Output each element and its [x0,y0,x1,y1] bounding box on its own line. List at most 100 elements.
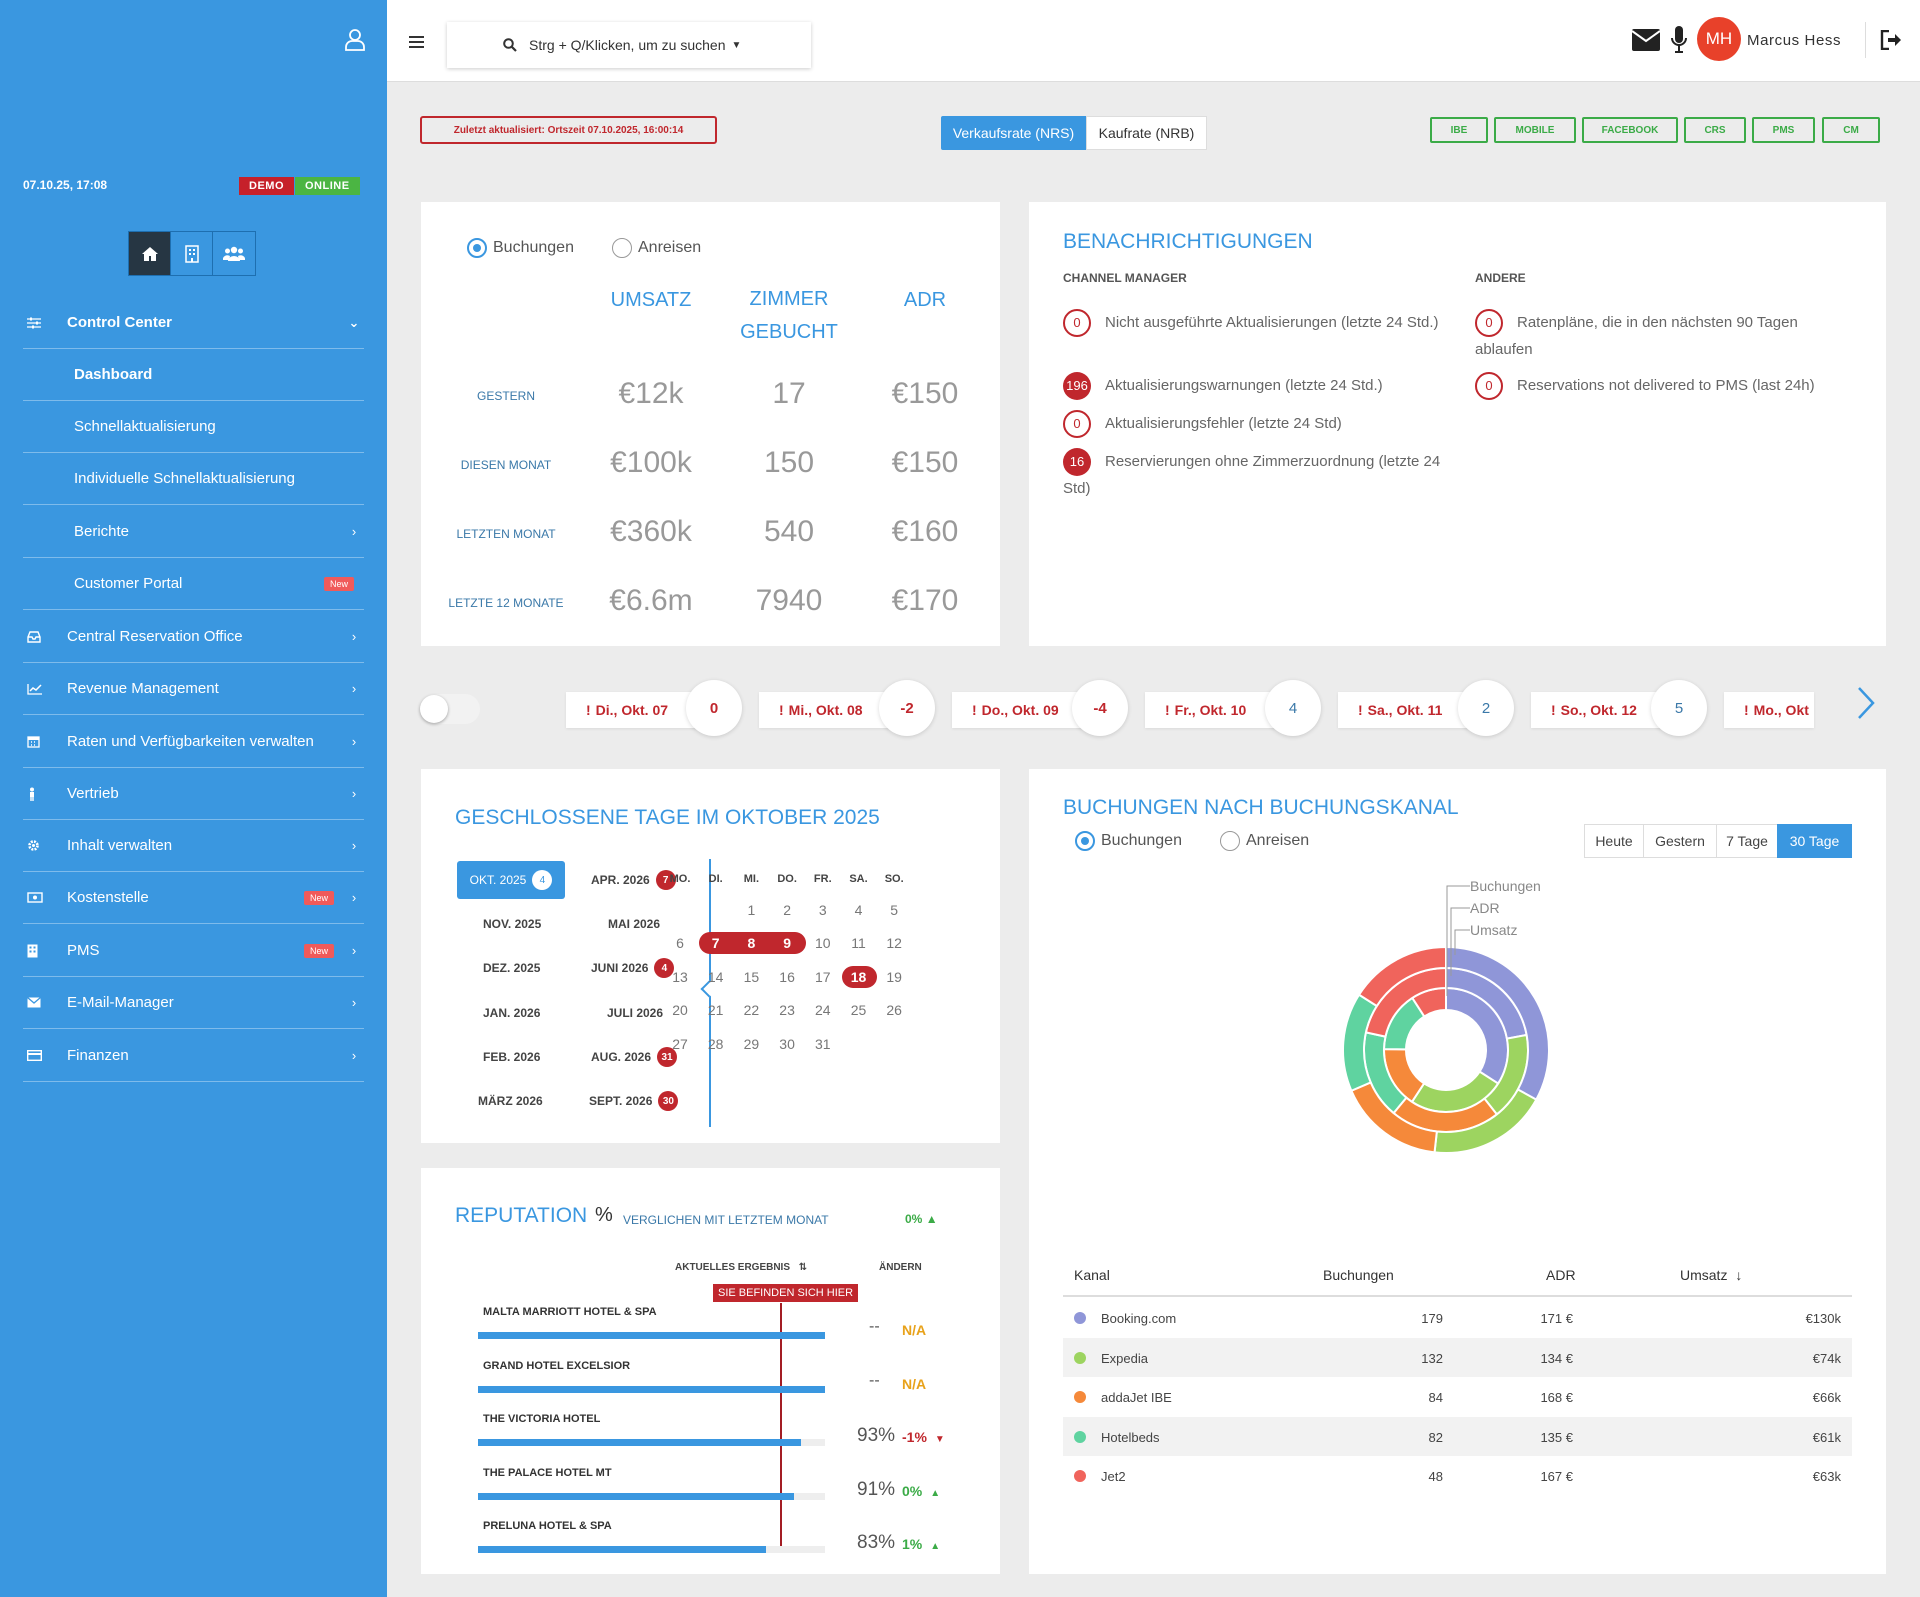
notification-item[interactable]: 0 Reservations not delivered to PMS (last… [1475,372,1875,400]
period-7-tage[interactable]: 7 Tage [1716,824,1778,858]
col-aktuelles-ergebnis[interactable]: AKTUELLES ERGEBNIS ⇅ [675,1262,807,1273]
calendar-day[interactable]: 12 [886,935,902,952]
tab-kaufrate[interactable]: Kaufrate (NRB) [1086,116,1207,150]
month-item-active[interactable]: OKT. 2025 4 [457,861,565,899]
calendar-day[interactable]: 13 [672,968,688,985]
calendar-day[interactable]: 8 [747,935,756,952]
nav-individuelle-schnellaktualisierung[interactable]: Individuelle Schnellaktualisierung [23,453,364,505]
notification-item[interactable]: 16 Reservierungen ohne Zimmerzuordnung (l… [1063,448,1453,502]
home-icon[interactable] [129,232,171,275]
calendar-day[interactable]: 27 [672,1035,688,1052]
notification-item[interactable]: 0 Nicht ausgeführte Aktualisierungen (let… [1063,309,1453,337]
envelope-icon[interactable] [1632,29,1660,51]
radio-buchungen[interactable]: Buchungen [467,238,574,258]
channel-tag-cm[interactable]: CM [1822,117,1880,143]
calendar-day[interactable]: 3 [818,902,827,918]
calendar-day[interactable]: 28 [707,1035,724,1052]
table-row[interactable]: Hotelbeds 82 135 € €61k [1063,1416,1852,1456]
users-icon[interactable] [213,232,255,275]
nav-control-center[interactable]: Control Center ⌄ [23,297,364,349]
month-item[interactable]: JUNI 2026 4 [591,958,675,978]
month-item[interactable]: FEB. 2026 [483,1050,540,1064]
table-row[interactable]: Booking.com 179 171 € €130k [1063,1298,1852,1337]
nav-finanzen[interactable]: Finanzen › [23,1030,364,1082]
calendar-day[interactable]: 25 [850,1002,867,1019]
nav-dashboard[interactable]: Dashboard [23,349,364,401]
table-row[interactable]: Jet2 48 167 € €63k [1063,1456,1852,1495]
calendar-day[interactable]: 31 [815,1035,831,1052]
nav-email-manager[interactable]: E-Mail-Manager › [23,977,364,1029]
calendar-day[interactable]: 20 [672,1002,688,1019]
nav-central-reservation-office[interactable]: Central Reservation Office › [23,611,364,663]
calendar-day[interactable]: 1 [747,902,756,918]
calendar-day[interactable]: 15 [743,968,760,985]
avatar[interactable]: MH [1697,17,1741,61]
month-item[interactable]: NOV. 2025 [483,917,541,931]
notification-item[interactable]: 196 Aktualisierungswarnungen (letzte 24 S… [1063,372,1453,400]
month-item[interactable]: DEZ. 2025 [483,961,540,975]
logout-icon[interactable] [1880,30,1902,50]
col-buchungen[interactable]: Buchungen [1323,1267,1394,1283]
calendar-day[interactable]: 18 [850,968,867,985]
search-input[interactable]: Strg + Q/Klicken, um zu suchen ▼ [447,22,811,68]
month-item[interactable]: JULI 2026 [607,1006,663,1020]
channel-tag-crs[interactable]: CRS [1684,117,1746,143]
col-kanal[interactable]: Kanal [1074,1267,1110,1283]
calendar-day[interactable]: 16 [779,968,795,985]
calendar-day[interactable]: 26 [886,1002,902,1019]
period-gestern[interactable]: Gestern [1643,824,1717,858]
calendar-day[interactable]: 9 [783,935,791,952]
notification-item[interactable]: 0 Ratenpläne, die in den nächsten 90 Tage… [1475,309,1855,363]
nav-raten-verfuegbarkeiten[interactable]: Raten und Verfügbarkeiten verwalten › [23,716,364,768]
microphone-icon[interactable] [1670,26,1688,54]
hamburger-menu-icon[interactable] [409,36,424,48]
radio-anreisen[interactable]: Anreisen [1220,831,1309,851]
calendar-day[interactable]: 11 [851,935,866,952]
month-item[interactable]: AUG. 2026 31 [591,1047,678,1067]
channel-tag-pms[interactable]: PMS [1752,117,1815,143]
calendar-day[interactable]: 23 [779,1002,795,1019]
col-adr[interactable]: ADR [1546,1267,1576,1283]
building-icon[interactable] [171,232,213,275]
calendar-day[interactable]: 29 [743,1035,760,1052]
radio-buchungen[interactable]: Buchungen [1075,831,1182,851]
table-row[interactable]: Expedia 132 134 € €74k [1063,1337,1852,1377]
month-item[interactable]: JAN. 2026 [483,1006,540,1020]
table-row[interactable]: addaJet IBE 84 168 € €66k [1063,1377,1852,1416]
channel-tag-facebook[interactable]: FACEBOOK [1582,117,1678,143]
user-name[interactable]: Marcus Hess [1747,32,1842,49]
calendar-day[interactable]: 5 [890,902,899,918]
period-30-tage[interactable]: 30 Tage [1777,824,1852,858]
toggle-switch[interactable] [420,694,480,724]
month-item[interactable]: MAI 2026 [608,917,660,931]
nav-vertrieb[interactable]: Vertrieb › [23,768,364,820]
nav-berichte[interactable]: Berichte › [23,506,364,558]
nav-inhalt-verwalten[interactable]: Inhalt verwalten › [23,820,364,872]
calendar-day[interactable]: 4 [854,902,863,918]
calendar-day[interactable]: 14 [707,968,724,985]
period-heute[interactable]: Heute [1584,824,1644,858]
calendar-day[interactable]: 19 [886,968,902,985]
calendar-day[interactable]: 7 [711,935,720,952]
calendar-day[interactable]: 30 [779,1035,795,1052]
calendar-day[interactable]: 10 [815,935,831,952]
channel-tag-ibe[interactable]: IBE [1430,117,1488,143]
chevron-right-icon[interactable] [1857,686,1875,720]
nav-schnellaktualisierung[interactable]: Schnellaktualisierung [23,401,364,453]
col-umsatz[interactable]: Umsatz ↓ [1680,1267,1742,1283]
month-item[interactable]: MÄRZ 2026 [478,1094,543,1108]
month-item[interactable]: APR. 2026 7 [591,870,676,890]
nav-kostenstelle[interactable]: Kostenstelle New › [23,872,364,924]
user-icon[interactable] [344,28,366,52]
calendar-day[interactable]: 2 [783,902,791,918]
nav-revenue-management[interactable]: Revenue Management › [23,663,364,715]
calendar-day[interactable]: 21 [707,1002,724,1019]
nav-customer-portal[interactable]: Customer Portal New [23,558,364,610]
radio-anreisen[interactable]: Anreisen [612,238,701,258]
day-pill[interactable]: ! Mo., Okt [1724,692,1814,728]
nav-pms[interactable]: PMS New › [23,925,364,977]
channel-tag-mobile[interactable]: MOBILE [1494,117,1576,143]
notification-item[interactable]: 0 Aktualisierungsfehler (letzte 24 Std) [1063,410,1453,438]
calendar-day[interactable]: 17 [815,968,831,985]
calendar-day[interactable]: 24 [815,1002,831,1019]
